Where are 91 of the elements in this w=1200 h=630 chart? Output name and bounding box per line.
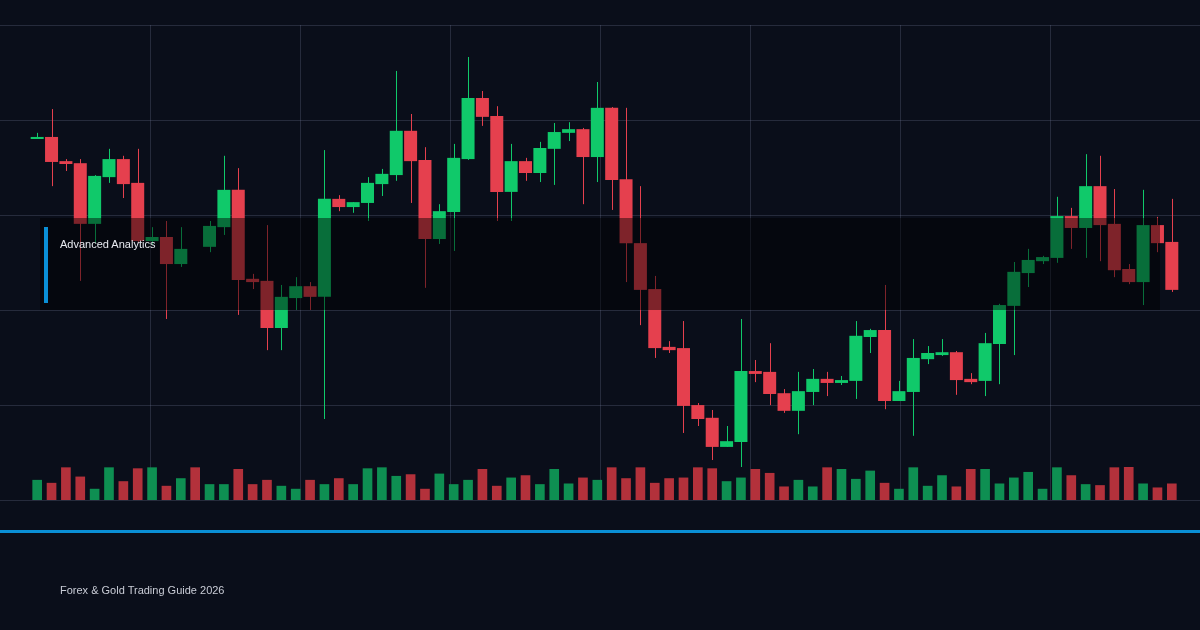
bar [908, 467, 919, 500]
bar [32, 479, 43, 500]
bar [104, 467, 114, 500]
candlestick [174, 226, 188, 268]
bar [951, 486, 962, 500]
bar [535, 484, 545, 500]
bar [937, 475, 947, 500]
bar [836, 468, 847, 500]
candlestick [892, 380, 906, 402]
bar [190, 467, 200, 500]
bar [290, 488, 301, 500]
candlestick [1064, 207, 1078, 250]
bar [1123, 467, 1134, 500]
annotation: Advanced Analytics [60, 238, 156, 250]
bar [46, 482, 57, 500]
candlestick [303, 281, 317, 311]
bar [721, 481, 732, 500]
bar [276, 485, 287, 500]
bar [965, 468, 976, 500]
bar [649, 482, 660, 500]
bar [391, 475, 402, 500]
bar [635, 467, 646, 500]
bar [319, 484, 330, 500]
bar [448, 484, 459, 500]
bar [779, 486, 789, 500]
bar [1023, 471, 1034, 500]
bar [1152, 487, 1163, 500]
bar [879, 482, 890, 500]
bar [592, 479, 603, 500]
bar [750, 468, 761, 500]
bar [606, 467, 617, 500]
bar [262, 479, 272, 500]
bar [204, 484, 215, 500]
bar [377, 467, 387, 500]
candlestick [863, 328, 877, 354]
bar [807, 486, 818, 500]
bar [1166, 483, 1177, 500]
bar [621, 478, 631, 500]
bar [305, 479, 315, 500]
bar [434, 473, 445, 500]
bar [549, 468, 560, 500]
bar [822, 467, 832, 500]
bar [491, 485, 502, 500]
bar [793, 479, 804, 500]
bar [348, 484, 358, 500]
bar [161, 485, 172, 500]
bar [362, 468, 373, 500]
bar [563, 483, 574, 500]
bar [851, 478, 861, 500]
bar [1109, 467, 1120, 500]
bar [89, 488, 100, 500]
bar [506, 477, 516, 500]
candlestick [519, 157, 533, 182]
bar [578, 477, 588, 500]
bar [520, 475, 531, 500]
bar [405, 474, 416, 500]
bar [678, 477, 689, 500]
bar [764, 472, 775, 500]
bar [75, 476, 86, 500]
bar [865, 470, 876, 500]
bar [1138, 483, 1148, 500]
bar [463, 479, 473, 500]
candlestick [820, 371, 834, 397]
bar [219, 484, 229, 500]
bar [693, 467, 703, 500]
bar [894, 488, 904, 500]
bar [1052, 467, 1062, 500]
bar [247, 484, 258, 500]
text: Forex & Gold Trading Guide 2026 [60, 584, 225, 596]
bar [175, 478, 186, 500]
bar [420, 488, 430, 500]
bar [922, 485, 933, 500]
bar [233, 468, 244, 500]
bar [1080, 484, 1091, 500]
bar [333, 478, 344, 500]
bar [994, 483, 1005, 500]
bar [1037, 488, 1048, 500]
bar [477, 468, 488, 500]
bar [132, 468, 143, 500]
bar [118, 481, 129, 500]
bar [147, 467, 157, 500]
bar [1009, 477, 1019, 500]
caption-panel: Advanced Analytics [40, 218, 1160, 310]
bar [1095, 485, 1105, 500]
candlestick [777, 388, 791, 414]
bar [736, 477, 746, 500]
bar [707, 468, 718, 500]
bar [980, 468, 990, 500]
bar [664, 478, 674, 500]
bar [1066, 475, 1077, 500]
bar [61, 467, 71, 500]
